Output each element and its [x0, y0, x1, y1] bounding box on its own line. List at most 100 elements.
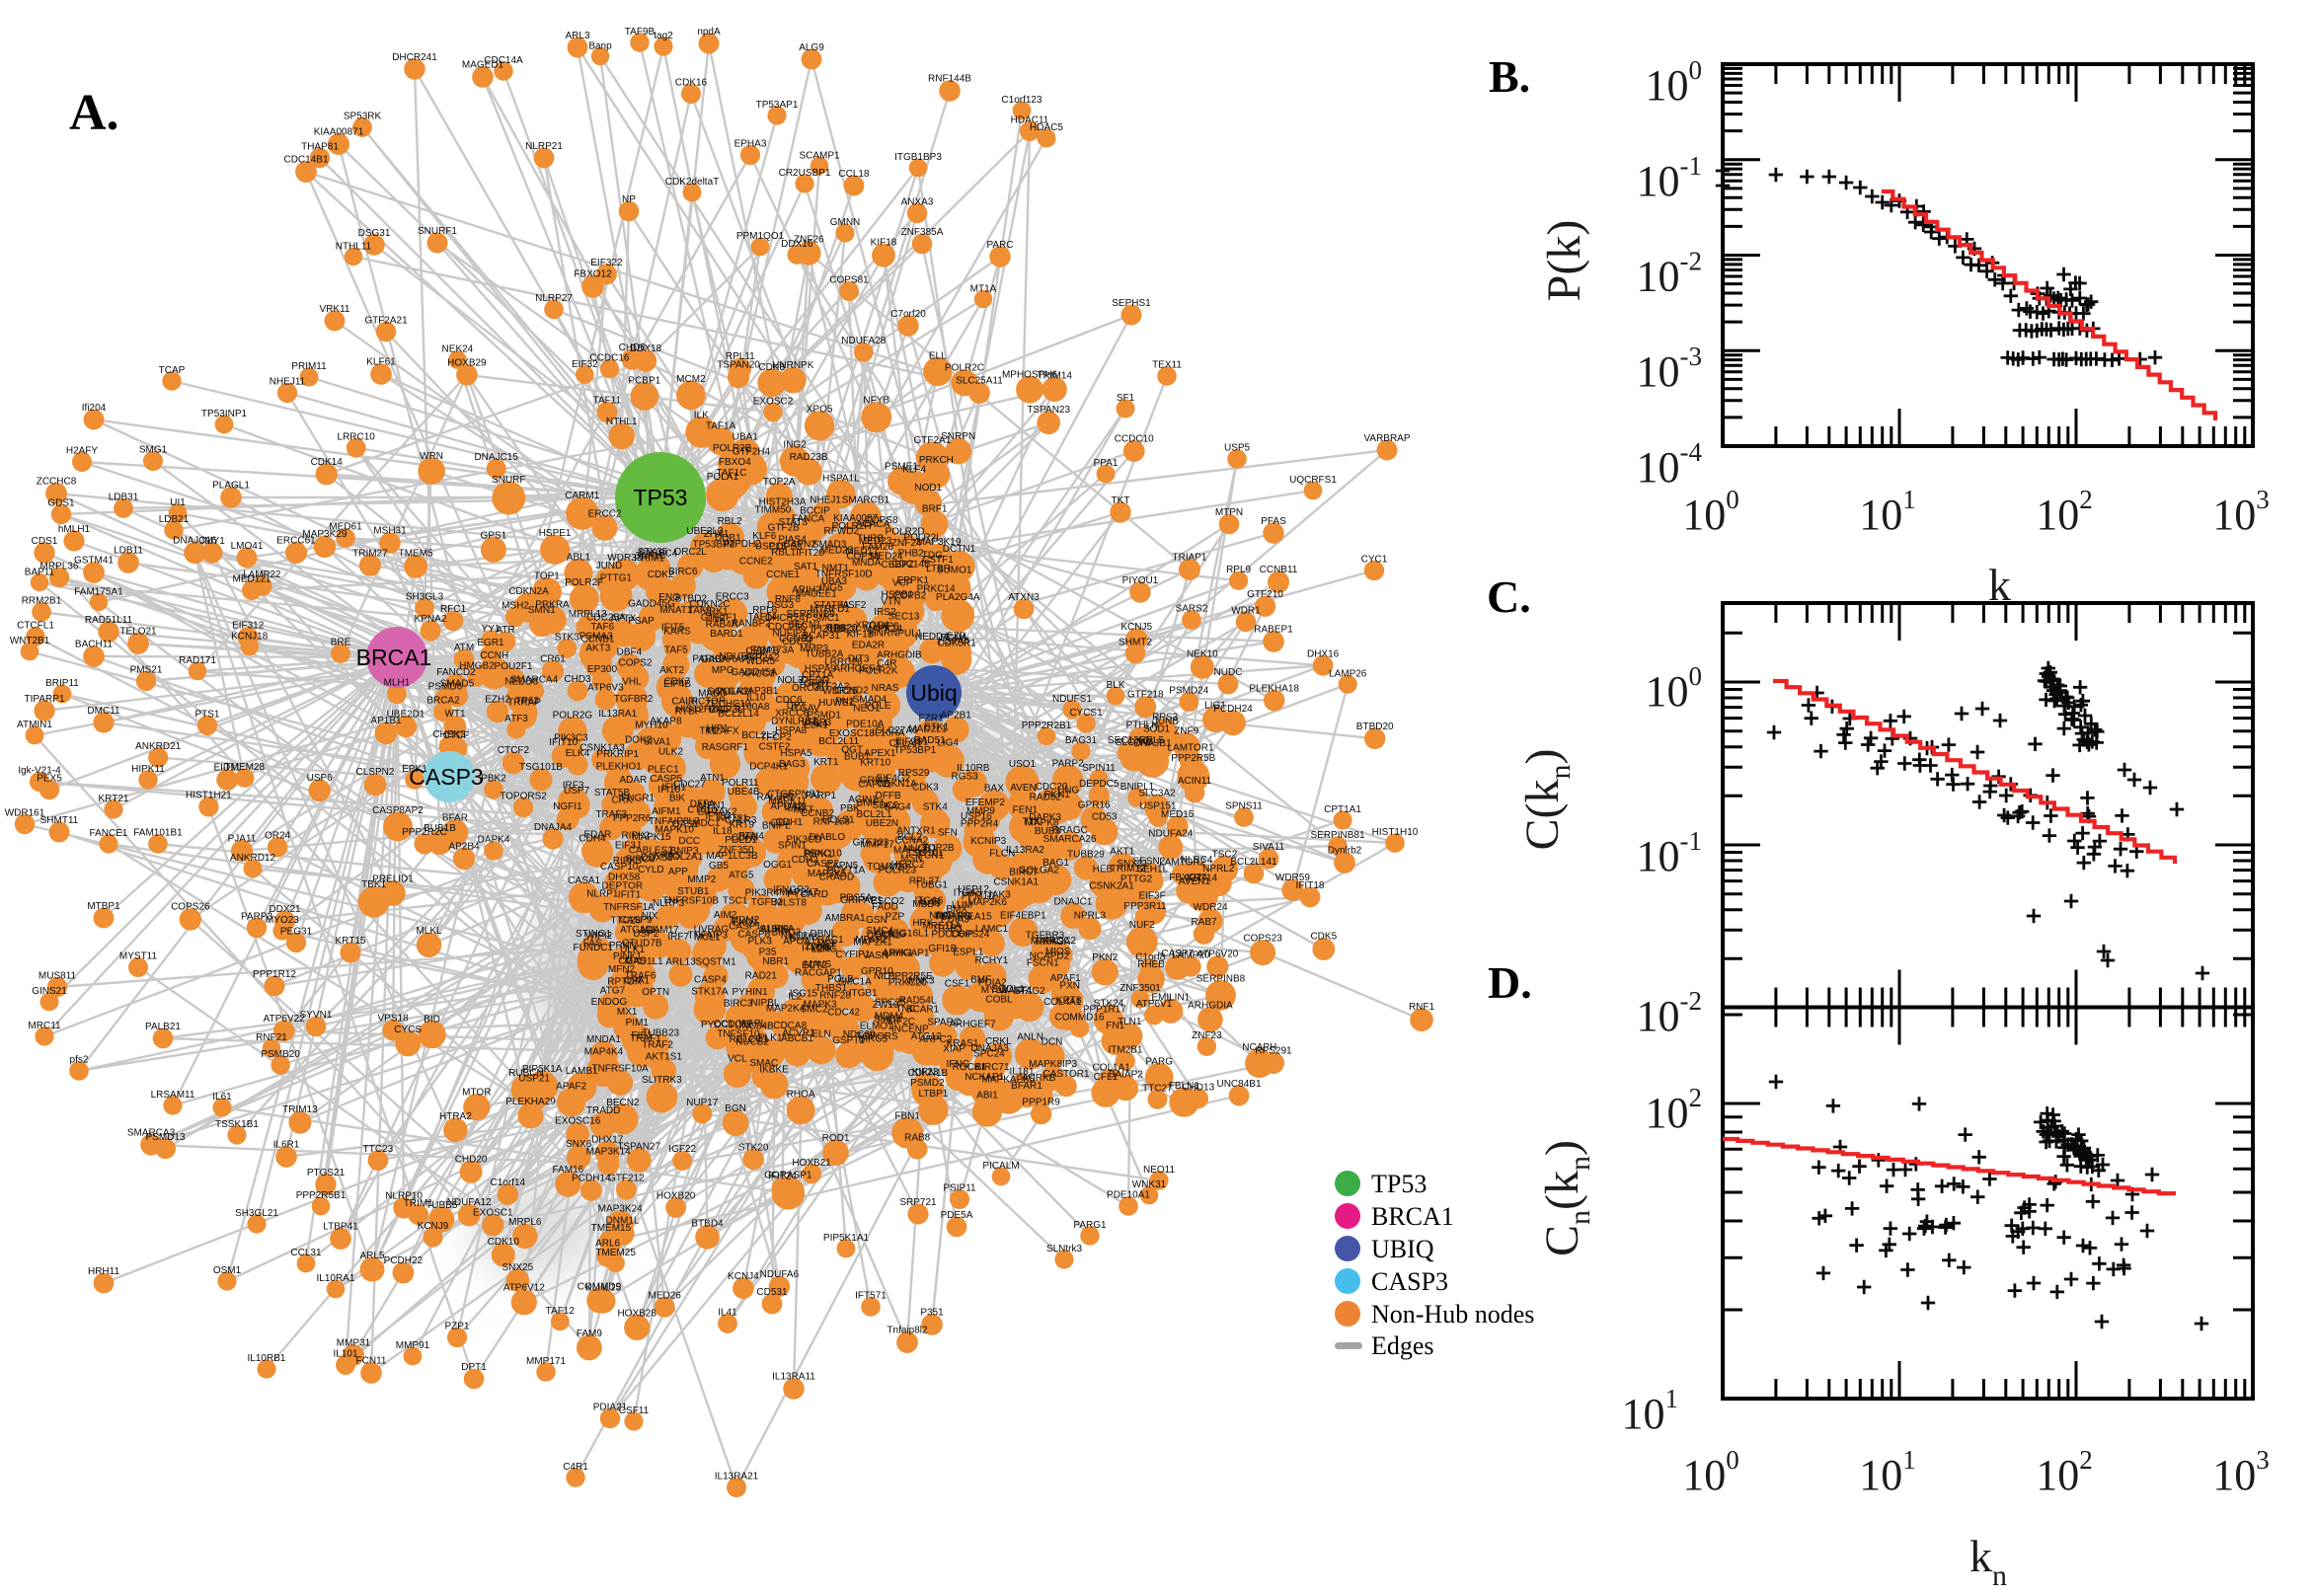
svg-text:RUBCN: RUBCN [508, 1068, 544, 1079]
svg-text:UI1: UI1 [170, 497, 186, 508]
svg-text:PRKC20: PRKC20 [888, 977, 927, 988]
svg-text:PTS1: PTS1 [194, 709, 219, 720]
svg-text:SF1: SF1 [1117, 393, 1135, 404]
svg-text:MSH2: MSH2 [502, 600, 529, 611]
svg-text:TUBB23: TUBB23 [642, 1027, 679, 1038]
svg-text:NUF2: NUF2 [1129, 920, 1156, 931]
svg-text:AIM2: AIM2 [714, 910, 737, 921]
svg-text:NRAS: NRAS [872, 683, 899, 694]
svg-text:FADD: FADD [872, 902, 898, 913]
svg-text:ANLN: ANLN [1017, 1032, 1043, 1043]
svg-text:TMEM28: TMEM28 [225, 762, 266, 773]
svg-text:MUS811: MUS811 [39, 970, 77, 981]
svg-text:PPP3R11: PPP3R11 [1123, 901, 1167, 912]
svg-text:ALG9: ALG9 [799, 42, 824, 53]
svg-text:COMMD16: COMMD16 [1054, 1012, 1104, 1023]
svg-text:PFAS: PFAS [1261, 516, 1286, 527]
svg-text:MFF: MFF [817, 939, 838, 950]
svg-text:XIAP: XIAP [943, 1044, 965, 1055]
svg-text:IL10RA1: IL10RA1 [317, 1273, 355, 1284]
svg-text:UQCRFS1: UQCRFS1 [1289, 475, 1337, 486]
svg-text:KCNJ18: KCNJ18 [231, 632, 269, 643]
svg-text:COPS23: COPS23 [1243, 934, 1282, 945]
svg-text:ITGB1BP3: ITGB1BP3 [894, 152, 942, 163]
svg-text:POU2F1: POU2F1 [495, 661, 533, 672]
svg-text:CASA1: CASA1 [568, 875, 600, 886]
svg-text:GSN: GSN [866, 915, 888, 926]
svg-text:CYCS1: CYCS1 [1069, 708, 1103, 719]
svg-text:APP: APP [668, 867, 688, 877]
svg-text:CDC42: CDC42 [827, 1007, 860, 1018]
svg-text:PTGS21: PTGS21 [307, 1168, 346, 1178]
svg-text:ARL5: ARL5 [359, 1251, 384, 1261]
svg-text:IFIT10: IFIT10 [549, 737, 578, 748]
svg-text:CDCA8: CDCA8 [773, 1021, 807, 1031]
svg-text:BARD1: BARD1 [710, 629, 743, 640]
svg-text:FAM9: FAM9 [577, 1329, 603, 1339]
svg-text:SLITRK3: SLITRK3 [642, 1075, 682, 1086]
svg-text:NHEJ11: NHEJ11 [270, 376, 306, 387]
svg-text:CDH1: CDH1 [776, 817, 804, 828]
svg-text:TOP2A: TOP2A [763, 477, 796, 488]
svg-text:EDAR: EDAR [584, 830, 612, 841]
svg-text:NEK10: NEK10 [1187, 648, 1218, 659]
svg-text:YY1: YY1 [482, 624, 501, 635]
svg-text:SNURF: SNURF [492, 475, 525, 486]
svg-text:KRT21: KRT21 [99, 794, 129, 804]
svg-text:FBXO12: FBXO12 [574, 268, 612, 279]
svg-text:CCL31: CCL31 [290, 1248, 322, 1258]
svg-text:C7orf20: C7orf20 [890, 309, 926, 320]
svg-text:TP53AP1: TP53AP1 [756, 100, 799, 111]
svg-text:hMLH1: hMLH1 [58, 524, 91, 535]
svg-text:NEDD8: NEDD8 [504, 676, 538, 687]
svg-text:WDR1: WDR1 [1231, 605, 1261, 616]
svg-text:HRH11: HRH11 [88, 1266, 119, 1277]
svg-text:TAF11: TAF11 [593, 396, 622, 407]
svg-text:RAD171: RAD171 [179, 655, 216, 666]
svg-text:PPP2R2B1: PPP2R2B1 [1022, 721, 1072, 731]
svg-text:TSPAN27: TSPAN27 [617, 1142, 660, 1153]
svg-text:DIABLO: DIABLO [809, 832, 845, 843]
svg-text:NDUFS1: NDUFS1 [1052, 694, 1092, 705]
svg-text:MAP3K24: MAP3K24 [598, 1204, 643, 1215]
svg-text:CASP3: CASP3 [1371, 1267, 1448, 1296]
svg-text:MAD2L1: MAD2L1 [908, 723, 947, 734]
svg-text:MIOS: MIOS [1045, 947, 1071, 957]
svg-text:ATP6V12: ATP6V12 [503, 1283, 545, 1294]
svg-text:KIF23: KIF23 [912, 1067, 939, 1078]
svg-text:MTBP1: MTBP1 [87, 901, 120, 912]
svg-text:PRIM1: PRIM1 [634, 553, 664, 564]
svg-text:FANCE1: FANCE1 [90, 828, 128, 839]
svg-text:NIPBL: NIPBL [751, 998, 780, 1009]
svg-text:OSM1: OSM1 [213, 1265, 242, 1276]
svg-text:FUNDC1: FUNDC1 [574, 943, 614, 953]
svg-text:CR61: CR61 [540, 653, 566, 664]
svg-text:CCL18: CCL18 [838, 169, 870, 180]
svg-text:AKT3: AKT3 [585, 644, 610, 654]
svg-text:NMT1: NMT1 [822, 564, 850, 574]
svg-text:LDB11: LDB11 [114, 546, 143, 557]
svg-text:BIRC2: BIRC2 [772, 927, 802, 938]
svg-text:VCL: VCL [728, 1054, 747, 1065]
svg-text:TAF14: TAF14 [748, 612, 778, 623]
svg-text:Edges: Edges [1371, 1331, 1434, 1360]
svg-text:IFT571: IFT571 [855, 1291, 887, 1302]
svg-text:TRIM13: TRIM13 [282, 1104, 318, 1115]
svg-text:IL41: IL41 [718, 1308, 737, 1319]
svg-text:CRADD: CRADD [819, 872, 855, 882]
svg-text:RAD23B: RAD23B [790, 452, 828, 463]
svg-text:UNC84B1: UNC84B1 [1216, 1079, 1261, 1090]
svg-text:PRELID1: PRELID1 [372, 874, 414, 885]
svg-text:CD531: CD531 [756, 1287, 788, 1298]
svg-text:SH3GL21: SH3GL21 [235, 1208, 278, 1219]
svg-text:TSC2: TSC2 [1212, 850, 1238, 861]
svg-text:CDKN1A: CDKN1A [877, 779, 917, 790]
svg-text:TAF9B: TAF9B [625, 27, 656, 38]
svg-text:RICTOR: RICTOR [688, 697, 726, 708]
svg-text:LAMP26: LAMP26 [1329, 668, 1367, 679]
svg-text:ARL13: ARL13 [665, 956, 696, 967]
svg-text:SFN: SFN [938, 827, 958, 838]
svg-text:MX1: MX1 [617, 1007, 638, 1018]
svg-text:TSPAN20: TSPAN20 [717, 360, 760, 371]
svg-text:TGFBR2: TGFBR2 [614, 694, 654, 705]
